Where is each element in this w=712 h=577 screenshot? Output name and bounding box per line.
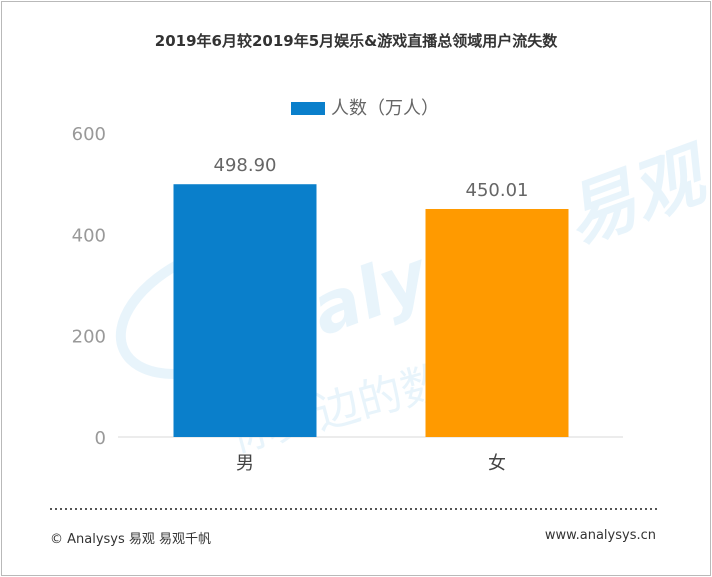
y-axis: 0 200 400 600	[72, 124, 106, 449]
bar	[425, 208, 569, 437]
y-tick-label: 600	[72, 124, 106, 145]
y-tick-label: 400	[72, 225, 106, 246]
legend-swatch	[291, 102, 325, 115]
y-tick-label: 200	[72, 327, 106, 348]
chart-title: 2019年6月较2019年5月娱乐&游戏直播总领域用户流失数	[154, 32, 558, 50]
bar-value-label: 450.01	[466, 180, 529, 201]
footer-copyright: © Analysys 易观 易观千帆	[50, 532, 212, 547]
footer-website: www.analysys.cn	[544, 528, 656, 543]
legend-label: 人数（万人）	[331, 98, 439, 119]
bar-value-label: 498.90	[214, 155, 277, 176]
x-tick-label: 男	[236, 453, 254, 474]
x-tick-label: 女	[488, 453, 506, 474]
y-tick-label: 0	[95, 428, 106, 449]
bars: 498.90 男 450.01 女	[173, 155, 569, 474]
bar	[173, 184, 317, 437]
